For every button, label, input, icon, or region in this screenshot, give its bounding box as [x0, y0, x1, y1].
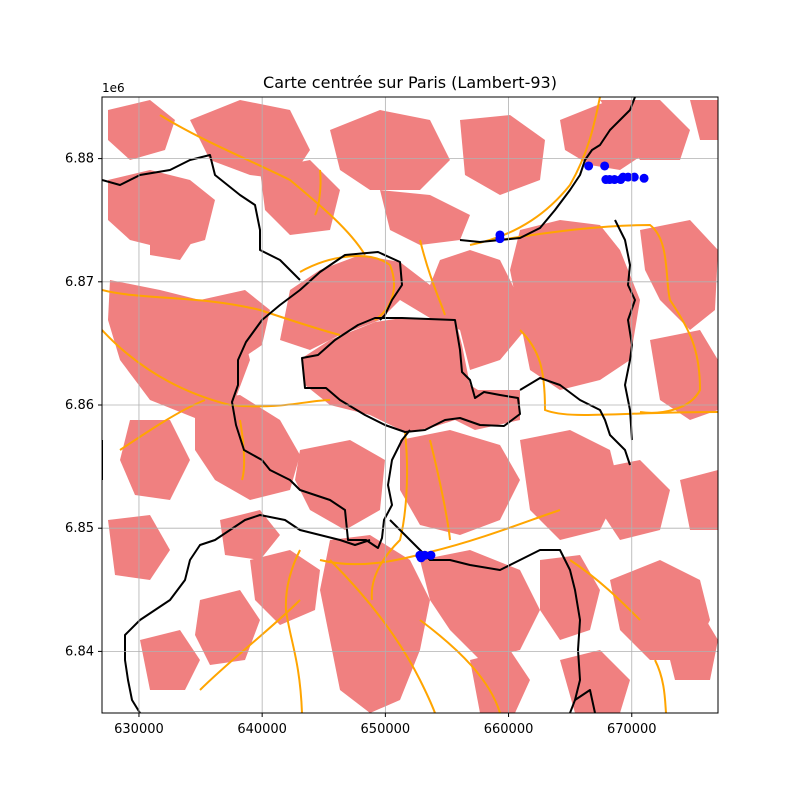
- map-point: [629, 172, 639, 182]
- points-layer: [415, 161, 649, 563]
- map-point: [495, 234, 505, 244]
- x-tick-label: 660000: [484, 722, 534, 737]
- map-point: [600, 161, 610, 171]
- y-tick-label: 6.85: [65, 521, 94, 536]
- y-offset-label: 1e6: [102, 81, 125, 95]
- y-tick-label: 6.88: [65, 152, 94, 167]
- paris-boundary: [301, 317, 521, 433]
- outer-boundary: [102, 97, 636, 281]
- x-axis: 630000 640000 650000 660000 670000: [114, 713, 657, 737]
- map-point: [639, 173, 649, 183]
- x-tick-label: 650000: [361, 722, 411, 737]
- y-tick-label: 6.84: [65, 644, 94, 659]
- y-axis: 6.84 6.85 6.86 6.87 6.88: [65, 152, 102, 659]
- boundaries-layer: [102, 97, 636, 713]
- y-tick-label: 6.87: [65, 275, 94, 290]
- y-tick-label: 6.86: [65, 398, 94, 413]
- urban-areas-layer: [108, 100, 718, 713]
- map-title: Carte centrée sur Paris (Lambert-93): [263, 73, 557, 92]
- x-tick-label: 670000: [607, 722, 657, 737]
- inner-ring-boundary: [231, 251, 411, 549]
- map-point: [420, 550, 430, 560]
- map-point: [623, 172, 633, 182]
- grid-lines: [102, 97, 718, 713]
- x-tick-label: 640000: [237, 722, 287, 737]
- roads-layer: [102, 97, 718, 713]
- map-point: [584, 161, 594, 171]
- map-point: [426, 550, 436, 560]
- x-tick-label: 630000: [114, 722, 164, 737]
- map-point: [610, 175, 620, 185]
